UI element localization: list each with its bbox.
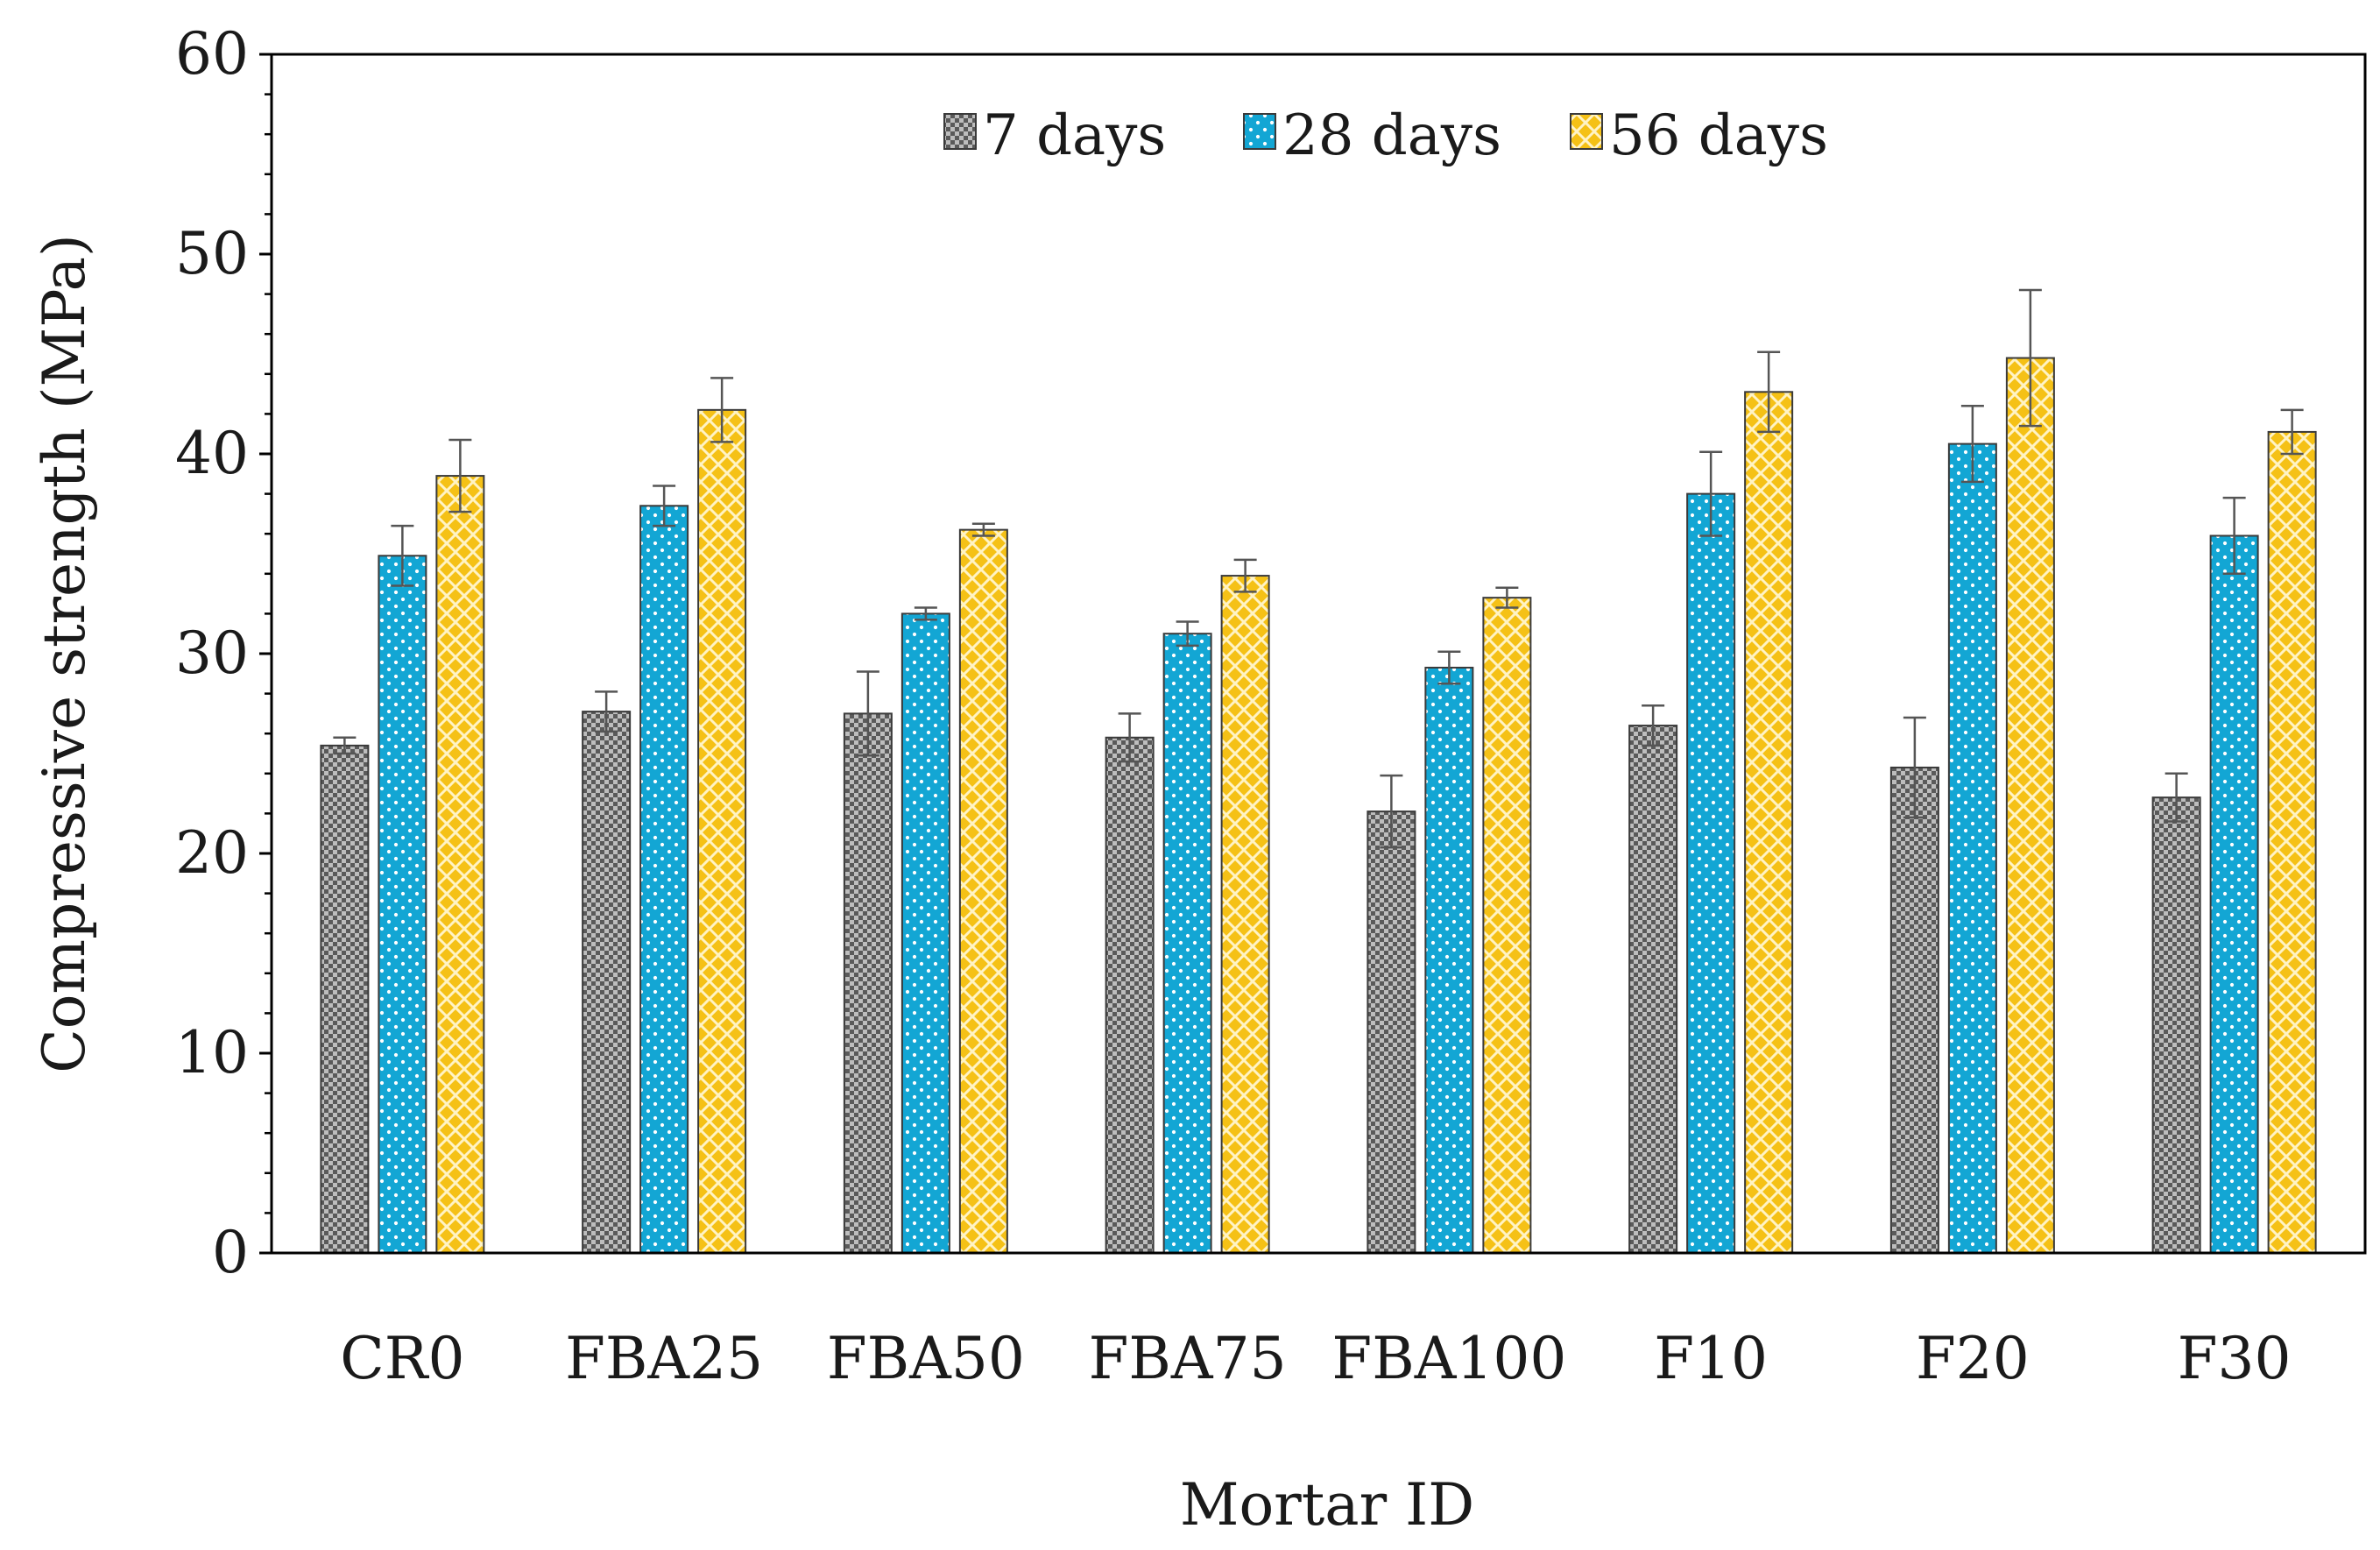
error-bar — [448, 438, 472, 513]
bar-f10-7-days — [1628, 725, 1678, 1254]
x-category-label: F10 — [1654, 1325, 1768, 1392]
x-category-label: F30 — [2178, 1325, 2292, 1392]
error-bar — [2280, 408, 2304, 456]
x-category-label: FBA75 — [1089, 1325, 1287, 1392]
error-bar — [1642, 704, 1665, 747]
y-tick-label: 0 — [212, 1219, 249, 1286]
bar-fba25-56-days — [697, 408, 747, 1254]
x-category-label: F20 — [1916, 1325, 2030, 1392]
error-bar — [1176, 620, 1199, 648]
error-bar — [2018, 288, 2042, 428]
error-bar — [1757, 350, 1781, 434]
bar-fba100-28-days — [1424, 666, 1474, 1254]
bar-f10-28-days — [1686, 492, 1736, 1254]
error-bar — [856, 670, 879, 757]
bar-fba100-7-days — [1367, 810, 1416, 1254]
x-category-label: FBA50 — [827, 1325, 1025, 1392]
error-bar — [1437, 650, 1461, 685]
y-tick-label: 40 — [175, 420, 249, 487]
bar-cr0-56-days — [435, 475, 485, 1254]
y-tick-label: 10 — [175, 1019, 249, 1086]
y-axis-ticks: 0 10 20 30 40 50 60 — [175, 20, 272, 1286]
x-axis-category-labels: CR0 FBA25 FBA50 FBA75 FBA100 F10 F20 F30 — [340, 1325, 2291, 1392]
error-bar — [914, 606, 937, 621]
bar-f20-7-days — [1889, 766, 1939, 1254]
error-bar — [1960, 405, 1984, 484]
bar-fba50-56-days — [958, 528, 1008, 1254]
legend-swatch — [1570, 113, 1603, 150]
error-bar — [2222, 496, 2246, 576]
legend-item: 28 days — [1243, 103, 1501, 168]
bar-fba50-7-days — [843, 712, 893, 1254]
bar-f30-7-days — [2151, 796, 2201, 1254]
error-bar — [1903, 716, 1926, 819]
bar-fba50-28-days — [900, 612, 950, 1254]
error-bar — [1380, 774, 1403, 849]
bar-f20-28-days — [1947, 442, 1997, 1255]
error-bar — [2165, 772, 2188, 823]
error-bar — [653, 485, 676, 527]
bar-f10-56-days — [1744, 391, 1794, 1254]
error-bar — [391, 524, 414, 587]
y-tick-label: 60 — [175, 20, 249, 88]
error-bar — [1699, 450, 1723, 537]
error-bar — [595, 690, 618, 733]
legend-item: 7 days — [943, 103, 1166, 168]
legend: 7 days 28 days 56 days — [943, 103, 1828, 168]
error-bars-layer — [333, 288, 2304, 849]
bar-f20-56-days — [2005, 357, 2055, 1254]
bar-cr0-28-days — [378, 555, 427, 1254]
error-bar — [710, 377, 734, 443]
bar-fba75-7-days — [1105, 736, 1155, 1254]
y-tick-label: 20 — [175, 819, 249, 887]
error-bar — [1233, 558, 1257, 593]
legend-swatch — [943, 113, 977, 150]
error-bar — [1495, 586, 1519, 609]
bar-cr0-7-days — [320, 744, 370, 1254]
error-bar — [333, 736, 357, 755]
legend-item: 56 days — [1570, 103, 1828, 168]
y-tick-label: 50 — [175, 220, 249, 287]
axes: 0 10 20 30 40 50 60 — [175, 20, 2367, 1286]
bar-fba100-56-days — [1482, 597, 1532, 1254]
bar-fba25-7-days — [582, 711, 632, 1254]
error-bar — [971, 522, 995, 537]
x-category-label: FBA25 — [565, 1325, 763, 1392]
bar-fba25-28-days — [639, 505, 689, 1254]
x-axis-title: Mortar ID — [1180, 1471, 1474, 1539]
legend-label: 7 days — [983, 103, 1166, 168]
legend-label: 56 days — [1609, 103, 1828, 168]
x-category-label: CR0 — [340, 1325, 464, 1392]
bar-fba75-56-days — [1220, 575, 1270, 1254]
error-bar — [1118, 712, 1141, 763]
bar-f30-28-days — [2209, 534, 2259, 1254]
y-axis-title: Compressive strength (MPa) — [31, 234, 98, 1072]
bars-layer — [320, 357, 2317, 1255]
x-category-label: FBA100 — [1331, 1325, 1566, 1392]
legend-label: 28 days — [1282, 103, 1501, 168]
bar-fba75-28-days — [1162, 633, 1212, 1254]
y-tick-label: 30 — [175, 619, 249, 687]
legend-swatch — [1243, 113, 1276, 150]
bar-f30-56-days — [2267, 430, 2317, 1255]
